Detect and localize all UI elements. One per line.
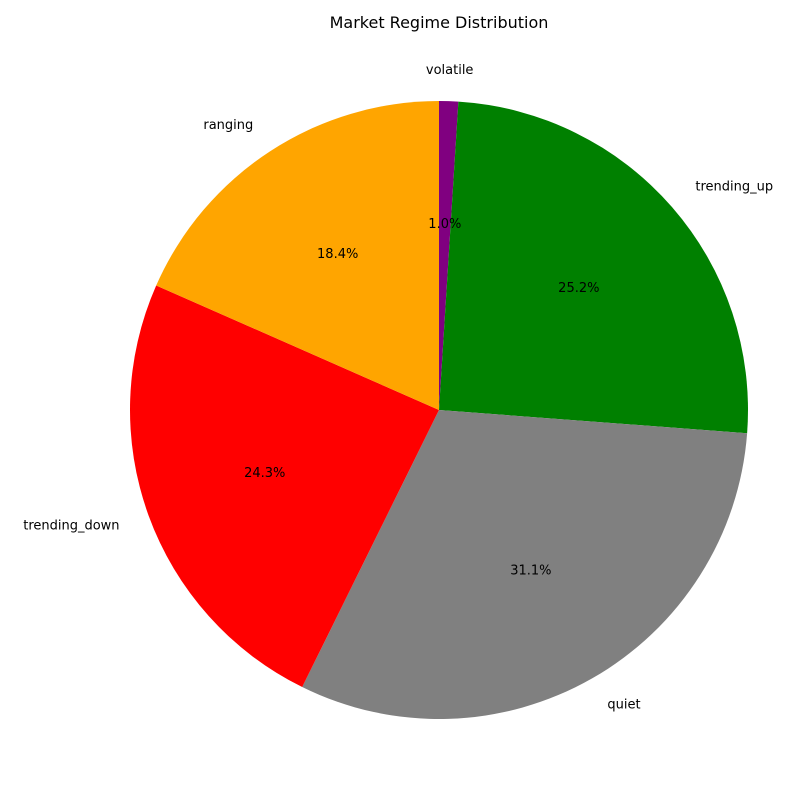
slice-label-trending-up: trending_up [695,179,773,194]
slice-label-quiet: quiet [607,698,640,713]
chart-title: Market Regime Distribution [330,13,549,32]
slice-label-trending-down: trending_down [23,519,119,534]
pie-slice-ranging [156,101,439,410]
pct-label-trending-up: 25.2% [558,281,599,296]
pie-slice-quiet [302,410,748,719]
pie-slice-trending-down [130,285,440,688]
pie-labels: volatile 1.0% trending_up 25.2% quiet 31.1% tr… [23,63,773,713]
pct-label-volatile: 1.0% [428,217,461,232]
pct-label-ranging: 18.4% [317,247,358,262]
pct-label-quiet: 31.1% [510,564,551,579]
pie-slice-volatile [439,101,459,410]
pie-slices [130,101,748,719]
pie-slice-trending-up [439,101,748,434]
slice-label-ranging: ranging [203,118,253,133]
slice-label-volatile: volatile [426,63,474,78]
pct-label-trending-down: 24.3% [244,466,285,481]
